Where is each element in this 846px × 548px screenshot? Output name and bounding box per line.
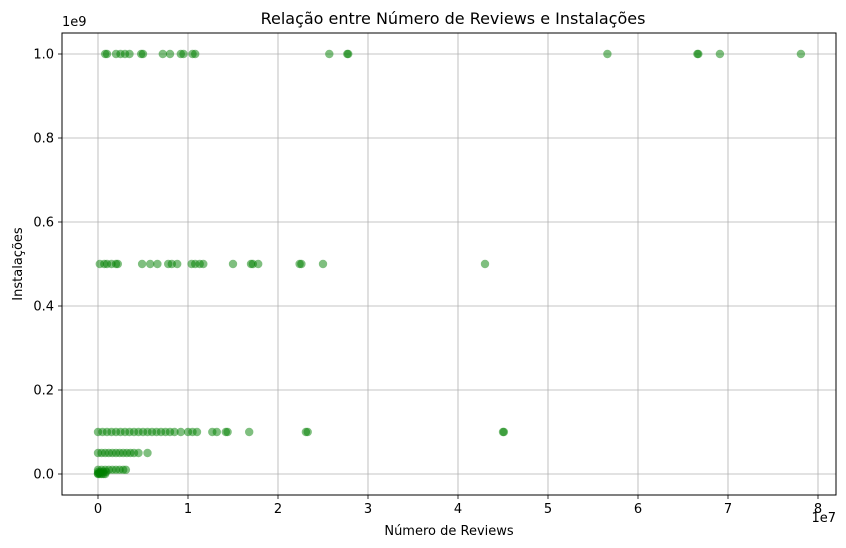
x-tick-label: 6 — [634, 502, 642, 517]
data-point — [223, 427, 232, 437]
data-point — [228, 259, 238, 269]
data-point — [170, 427, 179, 437]
data-points — [93, 49, 806, 479]
data-point — [245, 427, 254, 437]
data-point — [173, 259, 182, 269]
y-tick-label: 0.2 — [33, 384, 54, 399]
data-point — [176, 427, 185, 437]
data-point — [113, 259, 123, 269]
data-point — [480, 259, 490, 269]
y-axis-label: Instalações — [11, 227, 26, 301]
data-point — [694, 49, 703, 59]
y-tick-label: 0.0 — [33, 468, 54, 483]
y-tick-label: 0.8 — [33, 132, 54, 147]
data-point — [125, 49, 134, 59]
data-point — [101, 469, 110, 479]
data-point — [93, 469, 103, 478]
y-tick-label: 0.4 — [33, 300, 54, 315]
data-point — [199, 259, 208, 269]
x-tick-label: 1 — [184, 502, 192, 517]
chart-title: Relação entre Número de Reviews e Instal… — [261, 9, 646, 28]
x-tick-label: 8 — [814, 502, 822, 517]
data-point — [318, 259, 328, 269]
y-tick-label: 0.6 — [33, 216, 54, 231]
grid — [62, 33, 836, 495]
y-tick-label: 1.0 — [33, 48, 54, 63]
x-offset-label: 1e7 — [811, 511, 836, 526]
data-point — [212, 427, 221, 437]
y-axis-ticks: 0.0 0.2 0.4 0.6 0.8 1.0 — [33, 48, 62, 483]
x-tick-label: 5 — [544, 502, 552, 517]
x-axis-ticks: 0 1 2 3 4 5 6 7 8 — [94, 495, 822, 517]
data-point — [137, 259, 147, 269]
data-point — [165, 49, 175, 59]
data-point — [138, 49, 148, 59]
data-point — [192, 427, 202, 437]
data-point — [146, 259, 155, 269]
x-tick-label: 4 — [454, 502, 462, 517]
data-point — [499, 427, 509, 437]
data-point — [603, 49, 612, 59]
data-point — [715, 49, 725, 59]
y-offset-label: 1e9 — [62, 15, 87, 30]
data-point — [325, 49, 334, 59]
data-point — [134, 448, 143, 458]
data-point — [303, 427, 312, 437]
data-point — [153, 259, 162, 269]
x-tick-label: 2 — [274, 502, 282, 517]
data-point — [796, 49, 806, 59]
data-point — [191, 49, 200, 59]
data-point — [344, 49, 353, 59]
plot-frame — [61, 32, 837, 496]
x-tick-label: 3 — [364, 502, 372, 517]
x-axis-label: Número de Reviews — [384, 524, 514, 539]
x-tick-label: 0 — [94, 502, 102, 517]
data-point — [143, 448, 152, 458]
data-point — [158, 49, 167, 59]
data-point — [254, 259, 263, 269]
data-point — [121, 465, 131, 474]
data-point — [297, 259, 306, 269]
data-point — [102, 49, 112, 59]
data-point — [179, 49, 188, 59]
x-tick-label: 7 — [724, 502, 732, 517]
